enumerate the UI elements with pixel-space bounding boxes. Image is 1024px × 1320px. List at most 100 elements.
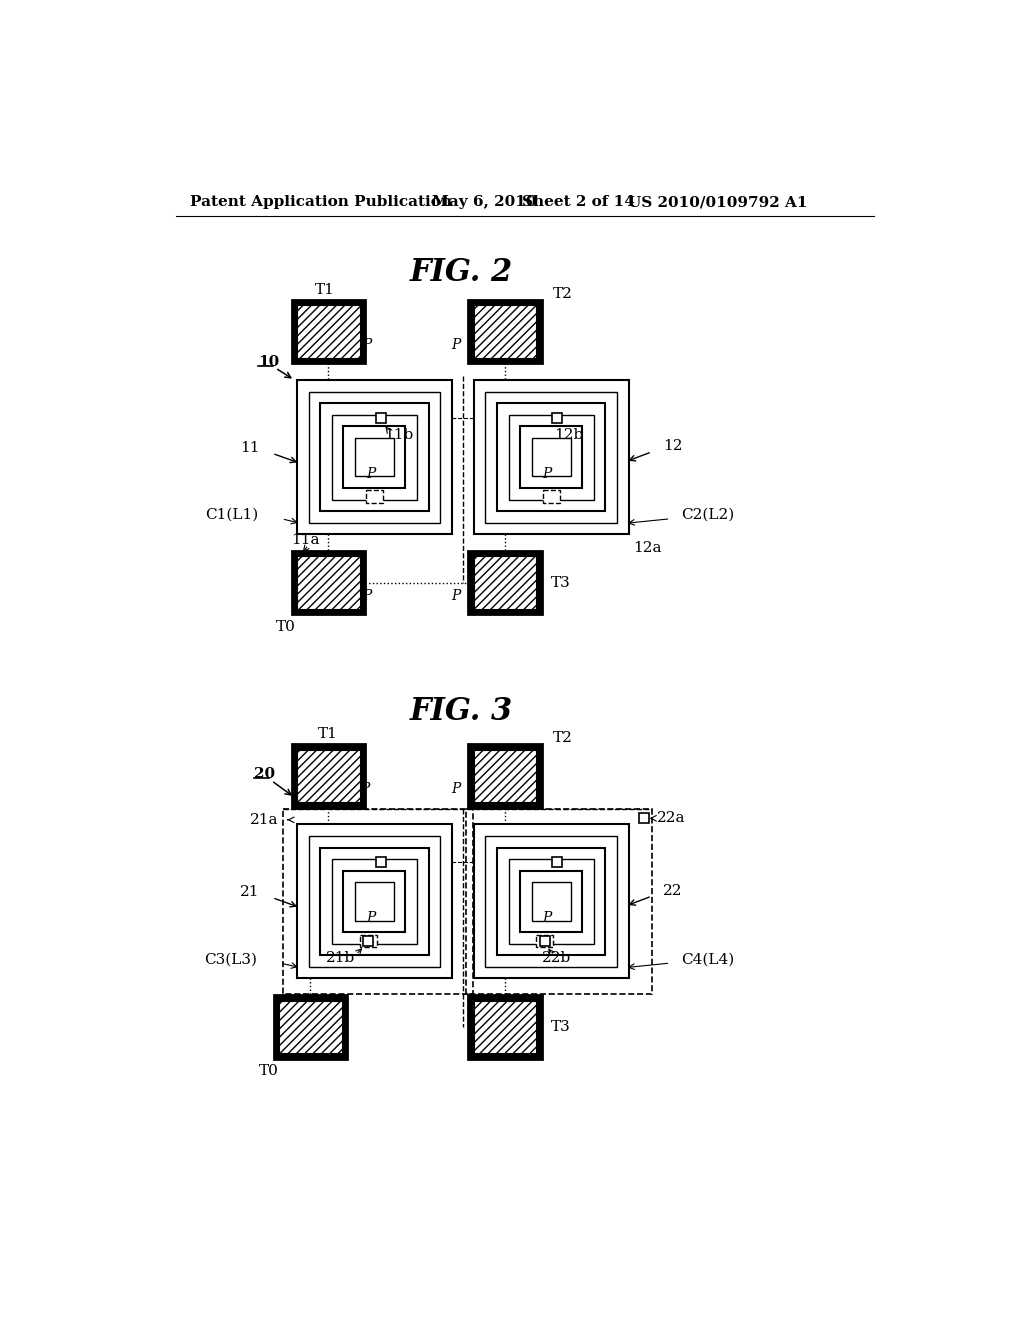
Text: T1: T1 [315,282,335,297]
Text: P: P [543,467,552,480]
Bar [332,414,417,499]
Bar [474,1001,537,1053]
Bar [308,836,440,966]
Bar [283,809,473,994]
Bar [355,882,394,921]
Text: T0: T0 [275,619,295,634]
Text: C4(L4): C4(L4) [681,952,734,966]
Bar [308,392,440,523]
Bar [639,813,649,824]
Text: 11: 11 [241,441,260,455]
Text: 21b: 21b [326,950,355,965]
Bar [474,825,629,978]
Text: 12b: 12b [554,428,584,442]
Bar [297,750,359,803]
Bar [531,438,570,477]
Text: T3: T3 [551,576,571,590]
Bar [376,413,386,422]
Text: Patent Application Publication: Patent Application Publication [190,195,452,210]
Text: P: P [366,467,375,480]
Bar [355,438,394,477]
Text: T2: T2 [553,286,572,301]
Text: FIG. 3: FIG. 3 [410,696,513,727]
Bar [292,552,366,614]
Bar [297,380,452,535]
Text: 21a: 21a [250,813,279,826]
Bar [520,426,583,488]
Bar [343,426,406,488]
Bar [273,995,347,1059]
Text: C3(L3): C3(L3) [204,952,257,966]
Bar [466,809,652,994]
Text: 10: 10 [258,355,280,370]
Bar [485,836,617,966]
Bar [509,859,594,944]
Bar [509,859,594,944]
Text: C2(L2): C2(L2) [681,508,734,521]
Text: 22a: 22a [656,812,685,825]
Bar [332,414,417,499]
Text: 22b: 22b [542,950,571,965]
Bar [292,744,366,808]
Bar [308,392,440,523]
Bar [485,392,617,523]
Bar [485,836,617,966]
Bar [343,871,406,932]
Text: 22: 22 [663,883,682,898]
Text: 11a: 11a [291,532,319,546]
Bar [543,490,560,503]
Text: P: P [452,338,461,351]
Bar [297,825,452,978]
Bar [520,871,583,932]
Bar [355,438,394,477]
Bar [474,750,537,803]
Bar [332,859,417,944]
Text: P: P [452,781,461,796]
Bar [280,1001,342,1053]
Bar [376,857,386,867]
Text: May 6, 2010: May 6, 2010 [432,195,537,210]
Text: P: P [362,589,372,603]
Text: P: P [360,781,370,796]
Bar [531,882,570,921]
Text: 12: 12 [663,440,682,453]
Text: T0: T0 [259,1064,279,1078]
Bar [468,995,542,1059]
Bar [297,557,359,609]
Bar [343,426,406,488]
Bar [474,380,629,535]
Bar [552,413,562,422]
Bar [474,380,629,535]
Bar [485,392,617,523]
Bar [366,490,383,503]
Bar [343,871,406,932]
Text: 20: 20 [254,767,274,781]
Bar [468,744,542,808]
Text: P: P [366,911,375,925]
Text: Sheet 2 of 14: Sheet 2 of 14 [521,195,635,210]
Bar [537,935,554,946]
Bar [468,300,542,363]
Bar [292,300,366,363]
Bar [497,404,605,511]
Text: T2: T2 [553,731,572,746]
Bar [540,936,550,945]
Text: P: P [543,911,552,925]
Bar [321,404,429,511]
Bar [468,552,542,614]
Bar [509,414,594,499]
Bar [474,305,537,358]
Bar [497,847,605,956]
Bar [321,847,429,956]
Text: 12a: 12a [633,541,662,554]
Bar [474,557,537,609]
Bar [297,825,452,978]
Bar [552,857,562,867]
Bar [359,935,377,946]
Text: US 2010/0109792 A1: US 2010/0109792 A1 [628,195,807,210]
Bar [531,882,570,921]
Text: FIG. 2: FIG. 2 [410,257,513,288]
Bar [297,305,359,358]
Text: P: P [362,338,372,351]
Text: C1(L1): C1(L1) [205,508,258,521]
